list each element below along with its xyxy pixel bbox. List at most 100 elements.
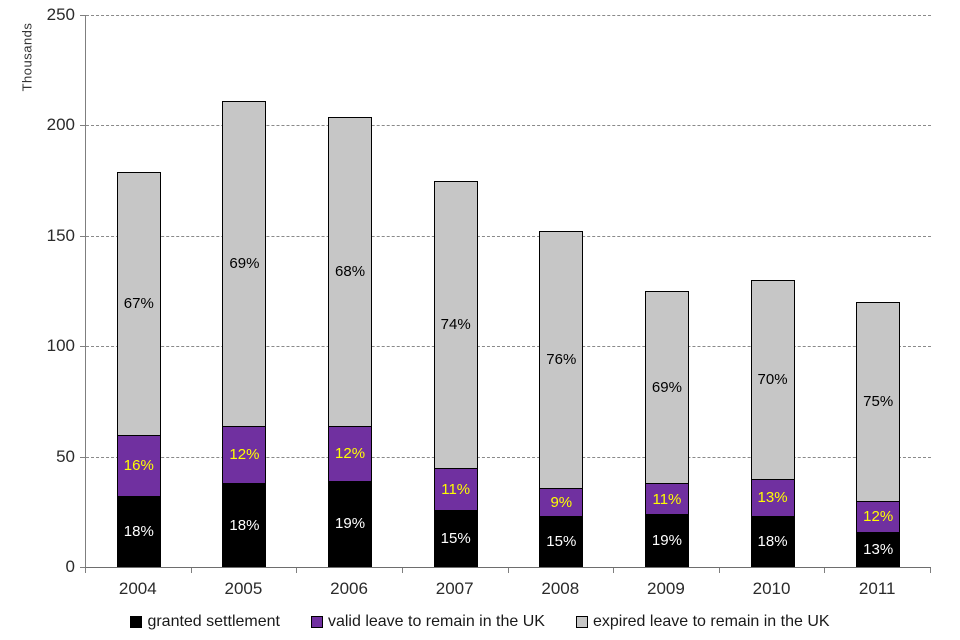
segment-percent-label: 16% [123,457,154,475]
segment-percent-label: 19% [335,515,366,533]
y-tick-mark-150 [80,235,85,237]
bar-segment-2004-valid: 16% [116,434,161,497]
segment-percent-label: 11% [441,480,471,498]
plot-area: 18% 16% 67% 18% 12% 69% 19% 12% 68% 15% 11% 74% 15% 9… [85,15,931,568]
y-tick-mark-200 [80,125,85,127]
x-tick-mark-6 [719,568,720,573]
bar-segment-2007-expired: 74% [433,180,478,468]
x-tick-mark-2 [296,568,297,573]
gridline-200 [86,125,931,127]
y-axis-title: Thousands [19,22,35,92]
segment-percent-label: 69% [229,255,260,273]
bar-segment-2011-granted: 13% [856,531,901,567]
segment-percent-label: 18% [123,523,154,541]
x-tick-mark-7 [824,568,825,573]
gridline-150 [86,235,931,237]
legend-swatch-expired [575,616,588,628]
y-tick-label-200: 200 [46,115,75,135]
segment-percent-label: 76% [546,351,577,369]
bar-segment-2010-granted: 18% [750,516,795,567]
bar-2011: 13% 12% 75% [856,302,901,567]
segment-percent-label: 18% [757,533,788,551]
bar-segment-2009-expired: 69% [644,291,689,484]
legend-swatch-granted [130,616,143,628]
y-tick-label-150: 150 [46,225,75,245]
x-tick-label-2009: 2009 [647,579,685,598]
legend-label: granted settlement [147,613,280,630]
bar-segment-2004-granted: 18% [116,496,161,567]
bar-segment-2008-granted: 15% [539,516,584,567]
bar-segment-2007-granted: 15% [433,509,478,567]
bar-2004: 18% 16% 67% [116,171,161,567]
segment-percent-label: 67% [123,295,154,313]
legend: granted settlement valid leave to remain … [0,610,960,634]
x-tick-mark-8 [930,568,931,573]
bar-segment-2006-granted: 19% [328,480,373,567]
segment-percent-label: 13% [863,540,894,558]
bar-segment-2006-valid: 12% [328,425,373,481]
x-tick-mark-4 [508,568,509,573]
legend-label: expired leave to remain in the UK [592,613,830,630]
segment-percent-label: 70% [757,371,788,389]
legend-item-granted: granted settlement [130,613,280,631]
x-tick-mark-0 [85,568,86,573]
segment-percent-label: 15% [440,529,471,547]
x-tick-label-2005: 2005 [224,579,263,598]
y-tick-mark-100 [80,346,85,348]
legend-swatch-valid [310,616,323,628]
y-tick-mark-0 [80,567,85,568]
bar-segment-2004-expired: 67% [116,171,161,435]
x-tick-mark-5 [613,568,614,573]
x-tick-label-2008: 2008 [541,579,580,598]
bar-segment-2010-expired: 70% [750,279,795,479]
legend-item-valid: valid leave to remain in the UK [310,613,545,631]
segment-percent-label: 68% [335,263,366,281]
segment-percent-label: 19% [651,532,682,549]
bar-segment-2011-expired: 75% [856,302,901,501]
bar-segment-2005-granted: 18% [222,483,267,567]
bar-segment-2005-valid: 12% [222,425,267,484]
y-tick-label-250: 250 [46,5,75,24]
bar-2005: 18% 12% 69% [222,101,267,567]
segment-percent-label: 15% [546,533,577,551]
bar-segment-2007-valid: 11% [433,467,478,510]
segment-percent-label: 12% [229,446,260,464]
y-tick-label-100: 100 [46,336,75,356]
gridline-100 [86,346,931,348]
bar-2007: 15% 11% 74% [433,180,478,567]
bar-2009: 19% 11% 69% [644,291,689,567]
segment-percent-label: 11% [652,490,682,508]
bar-segment-2010-valid: 13% [750,478,795,517]
x-tick-label-2004: 2004 [118,579,157,598]
bar-segment-2009-granted: 19% [644,514,689,567]
x-tick-label-2011: 2011 [858,579,896,598]
bar-segment-2011-valid: 12% [856,500,901,532]
segment-percent-label: 75% [863,393,894,411]
bar-segment-2006-expired: 68% [328,116,373,426]
segment-percent-label: 13% [757,489,788,507]
bar-segment-2008-valid: 9% [539,487,584,517]
segment-percent-label: 12% [863,508,894,526]
bar-2008: 15% 9% 76% [539,231,584,567]
segment-percent-label: 74% [440,316,471,334]
x-tick-label-2006: 2006 [330,579,368,598]
y-tick-label-50: 50 [56,446,75,466]
x-tick-mark-3 [402,568,403,573]
segment-percent-label: 69% [651,379,682,397]
bar-segment-2008-expired: 76% [539,231,584,488]
segment-percent-label: 9% [550,493,573,511]
gridline-50 [86,456,931,458]
y-tick-mark-250 [80,15,85,16]
legend-label: valid leave to remain in the UK [327,613,545,630]
y-tick-label-0: 0 [65,557,75,576]
x-tick-label-2010: 2010 [752,579,791,598]
legend-item-expired: expired leave to remain in the UK [575,613,830,631]
bar-2006: 19% 12% 68% [328,116,373,567]
y-tick-mark-50 [80,456,85,458]
x-tick-mark-1 [191,568,192,573]
bar-2010: 18% 13% 70% [750,279,795,567]
x-tick-label-2007: 2007 [435,579,474,598]
gridline-250 [86,15,931,16]
segment-percent-label: 12% [335,445,366,463]
